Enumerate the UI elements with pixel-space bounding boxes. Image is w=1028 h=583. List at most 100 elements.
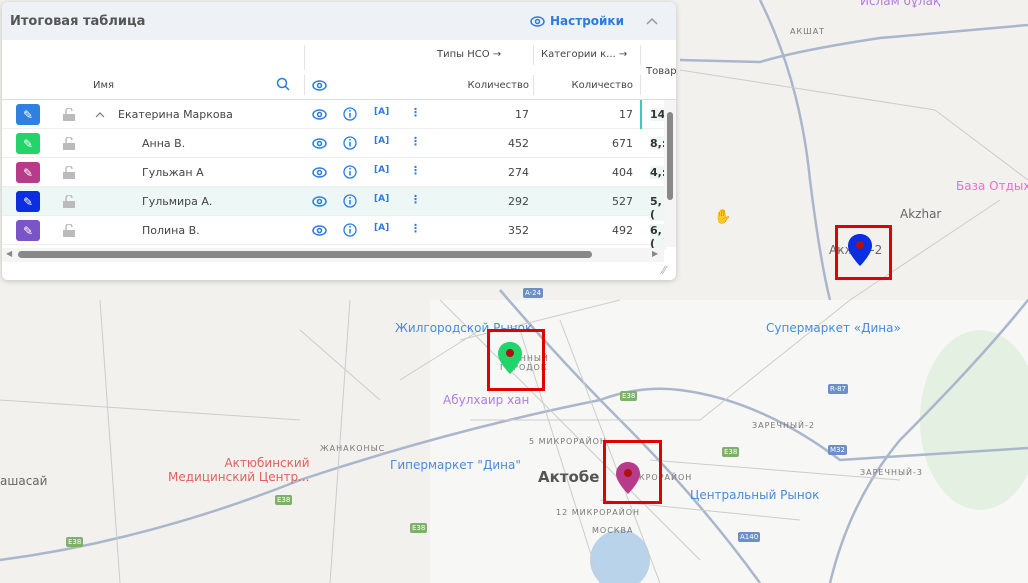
collapse-chevron-up-icon[interactable] <box>646 17 658 25</box>
lock-open-icon[interactable] <box>63 195 75 208</box>
row-name[interactable]: Полина В. <box>142 224 200 237</box>
row-name[interactable]: Анна В. <box>142 137 186 150</box>
map-label: 5 МИКРОРАЙОН <box>529 437 607 446</box>
map-label-line: Актюбинский <box>224 456 310 470</box>
table-row[interactable]: ✎ Гульжан А [A] ⋮ 274 404 4,: <box>2 158 671 187</box>
column-group-goods[interactable]: Товар <box>646 66 676 77</box>
eye-icon <box>530 15 545 27</box>
settings-button[interactable]: Настройки <box>530 14 624 28</box>
qty1-cell: 452 <box>508 137 529 150</box>
edit-button[interactable]: ✎ <box>16 191 40 212</box>
map-label: ЗАРЕЧНЫЙ-3 <box>860 468 923 477</box>
info-icon[interactable] <box>343 107 357 121</box>
map-label: База Отдыха <box>956 179 1028 193</box>
goods-cell: 5,( <box>650 195 666 221</box>
map-label: Гипермаркет "Дина" <box>390 458 521 472</box>
scroll-left-icon[interactable]: ◀ <box>6 249 13 258</box>
lock-open-icon[interactable] <box>63 108 75 121</box>
more-vertical-icon[interactable]: ⋮ <box>410 193 421 206</box>
resize-handle-icon[interactable]: ⁄⁄ <box>662 264 666 277</box>
row-name[interactable]: Гульмира А. <box>142 195 213 208</box>
map-label: Актюбинский Медицинский Центр... <box>168 456 310 484</box>
column-group-nso-types[interactable]: Типы НСО → <box>437 49 502 60</box>
panel-header: Итоговая таблица Настройки <box>2 2 676 40</box>
scan-face-icon[interactable]: [A] <box>374 165 390 175</box>
edit-button[interactable]: ✎ <box>16 104 40 125</box>
column-group-label: Категории к... <box>541 49 616 60</box>
road-shield: E38 <box>275 495 293 505</box>
marker-highlight <box>603 440 662 504</box>
row-name[interactable]: Гульжан А <box>142 166 204 179</box>
table-row[interactable]: ✎ Екатерина Маркова [A] ⋮ 17 17 14 <box>2 100 670 129</box>
edit-button[interactable]: ✎ <box>16 220 40 241</box>
lock-open-icon[interactable] <box>63 137 75 150</box>
collapse-chevron-icon[interactable] <box>95 111 105 118</box>
eye-icon[interactable] <box>312 196 327 210</box>
scan-face-icon[interactable]: [A] <box>374 136 390 146</box>
qty1-cell: 292 <box>508 195 529 208</box>
goods-cell: 6,( <box>650 224 666 250</box>
table-row[interactable]: ✎ Гульмира А. [A] ⋮ 292 527 5,( <box>2 187 666 221</box>
column-header-qty1[interactable]: Количество <box>467 80 529 91</box>
eye-icon[interactable] <box>312 167 327 181</box>
info-icon[interactable] <box>343 223 357 237</box>
scan-face-icon[interactable]: [A] <box>374 223 390 233</box>
info-icon[interactable] <box>343 194 357 208</box>
road-shield: E38 <box>66 537 84 547</box>
qty2-cell: 527 <box>612 195 633 208</box>
qty2-cell: 671 <box>612 137 633 150</box>
horizontal-scrollbar[interactable]: ◀ ▶ <box>2 248 664 262</box>
column-header-name[interactable]: Имя <box>93 80 115 91</box>
table-row[interactable]: ✎ Полина В. [A] ⋮ 352 492 6,( <box>2 216 666 250</box>
column-group-categories[interactable]: Категории к... → <box>541 49 628 60</box>
road-shield: E38 <box>410 523 428 533</box>
road-shield: E38 <box>722 447 740 457</box>
more-vertical-icon[interactable]: ⋮ <box>410 106 421 119</box>
map-label: Центральный Рынок <box>690 488 820 502</box>
map-label: ВОЕННЫЙ ГОРОДОК <box>500 354 549 372</box>
scrollbar-thumb[interactable] <box>18 251 592 258</box>
summary-table-panel: Итоговая таблица Настройки Типы НСО → Ка… <box>2 2 676 280</box>
more-vertical-icon[interactable]: ⋮ <box>410 164 421 177</box>
qty2-cell: 492 <box>612 224 633 237</box>
road-shield: M32 <box>828 445 847 455</box>
map-marker-pin[interactable] <box>616 462 640 494</box>
scroll-right-icon[interactable]: ▶ <box>652 249 659 258</box>
pencil-icon: ✎ <box>22 136 34 151</box>
more-vertical-icon[interactable]: ⋮ <box>410 135 421 148</box>
eye-icon[interactable] <box>312 138 327 152</box>
map-label: Абулхаир хан <box>443 393 530 407</box>
pencil-icon: ✎ <box>22 223 34 238</box>
lock-open-icon[interactable] <box>63 166 75 179</box>
map-marker-pin[interactable] <box>848 234 872 266</box>
edit-button[interactable]: ✎ <box>16 133 40 154</box>
scan-face-icon[interactable]: [A] <box>374 194 390 204</box>
scrollbar-thumb[interactable] <box>667 112 673 200</box>
scan-face-icon[interactable]: [A] <box>374 107 390 117</box>
map-label: Актобе <box>538 468 600 486</box>
map-label-line: ВОЕННЫЙ <box>500 354 549 363</box>
eye-icon[interactable] <box>312 80 327 91</box>
lock-open-icon[interactable] <box>63 224 75 237</box>
vertical-scrollbar[interactable] <box>664 100 676 247</box>
map-label: Ислам бұлақ <box>860 0 941 8</box>
info-icon[interactable] <box>343 136 357 150</box>
info-icon[interactable] <box>343 165 357 179</box>
more-vertical-icon[interactable]: ⋮ <box>410 222 421 235</box>
map-marker-pin[interactable] <box>498 342 522 374</box>
eye-icon[interactable] <box>312 109 327 123</box>
table-row[interactable]: ✎ Анна В. [A] ⋮ 452 671 8,: <box>2 129 671 158</box>
map-label: Akzhar <box>900 207 942 221</box>
column-header-qty2[interactable]: Количество <box>571 80 633 91</box>
map-label: МИКРОРАЙОН <box>624 473 693 482</box>
qty1-cell: 274 <box>508 166 529 179</box>
marker-highlight <box>487 329 545 391</box>
search-icon[interactable] <box>276 77 290 91</box>
qty2-cell: 404 <box>612 166 633 179</box>
row-name[interactable]: Екатерина Маркова <box>118 108 233 121</box>
qty1-cell: 352 <box>508 224 529 237</box>
eye-icon[interactable] <box>312 225 327 239</box>
edit-button[interactable]: ✎ <box>16 162 40 183</box>
